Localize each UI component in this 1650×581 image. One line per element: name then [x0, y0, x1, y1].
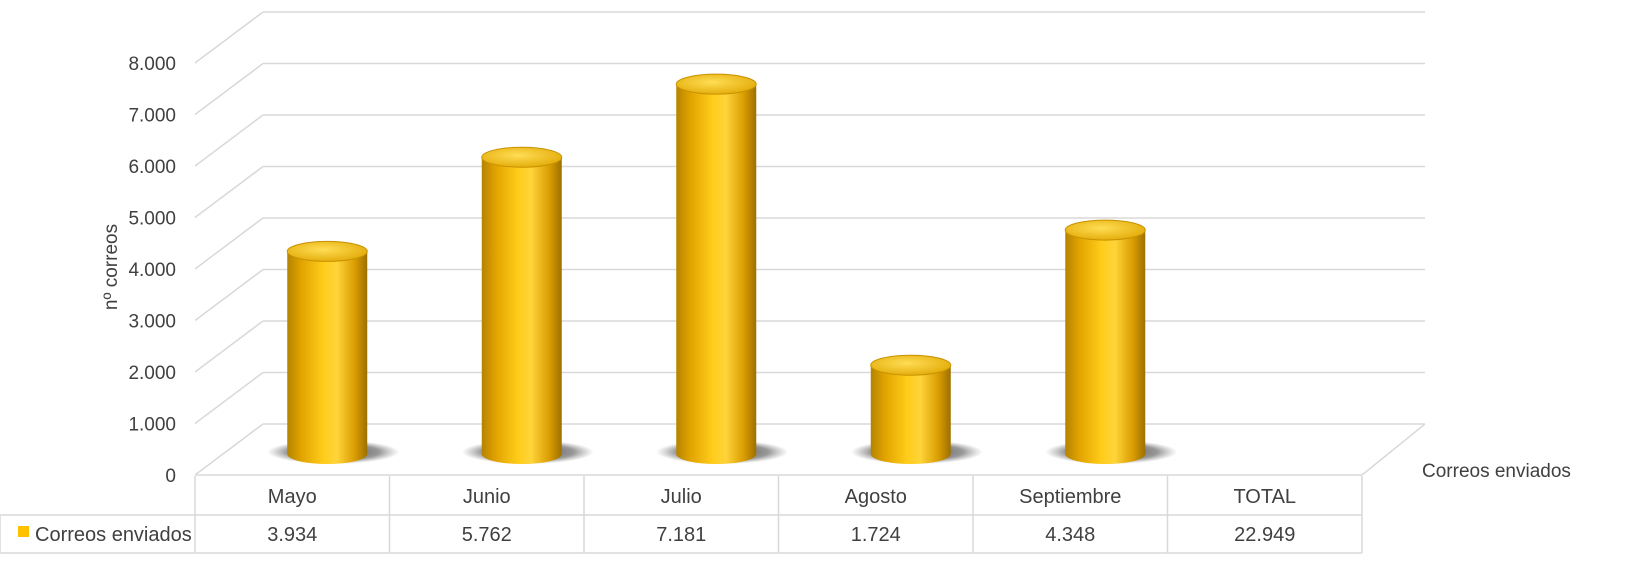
bar-body — [287, 251, 368, 464]
bar-body — [676, 84, 757, 464]
gridline-side — [194, 11, 264, 64]
x-tick-label: Julio — [661, 486, 702, 508]
x-tick-label: Septiembre — [1019, 486, 1121, 508]
y-axis-label: nº correos — [101, 224, 122, 310]
y-tick-label: 5.000 — [128, 209, 176, 230]
bar-top — [481, 146, 563, 168]
legend-swatch — [18, 526, 29, 537]
y-tick-label: 2.000 — [128, 363, 176, 384]
legend-label: Correos enviados — [35, 524, 192, 546]
gridlines — [194, 11, 1426, 476]
bar — [850, 354, 983, 464]
y-tick-label: 0 — [165, 466, 176, 487]
data-table: Mayo 3.934 Junio 5.762 Julio 7.181 Agosto 1.724… — [0, 476, 1363, 554]
bar-top — [675, 73, 757, 95]
bar-top — [870, 354, 952, 376]
y-tick-label: 4.000 — [128, 260, 176, 281]
bar — [656, 73, 789, 464]
y-tick-label: 3.000 — [128, 312, 176, 333]
gridline-side — [194, 268, 264, 322]
y-tick-label: 8.000 — [128, 54, 176, 75]
bar — [461, 146, 594, 464]
x-tick-label: Junio — [463, 486, 511, 508]
data-label: 7.181 — [656, 524, 706, 546]
depth-axis-label: Correos enviados — [1422, 461, 1571, 482]
gridline-side — [194, 423, 264, 476]
x-tick-label: TOTAL — [1233, 486, 1296, 508]
data-label: 22.949 — [1234, 524, 1295, 546]
y-tick-label: 7.000 — [128, 106, 176, 127]
bar-body — [870, 365, 951, 464]
y-axis-ticks: 0 1.000 2.000 3.000 4.000 5.000 6.000 7.000 8.00… — [128, 54, 176, 487]
bar — [267, 240, 400, 464]
bar-top — [1064, 219, 1146, 241]
x-tick-label: Mayo — [268, 486, 317, 508]
gridline-side — [194, 371, 264, 425]
y-tick-label: 6.000 — [128, 157, 176, 178]
gridline-side — [194, 114, 264, 167]
gridline-side — [194, 62, 264, 116]
bar-body — [481, 157, 562, 464]
y-tick-label: 1.000 — [128, 415, 176, 436]
gridline-side — [194, 217, 264, 270]
data-label: 5.762 — [462, 524, 512, 546]
bar-top — [286, 240, 368, 262]
gridline-side — [194, 165, 264, 219]
bar — [1045, 219, 1178, 464]
data-label: 4.348 — [1045, 524, 1095, 546]
x-tick-label: Agosto — [845, 486, 907, 508]
bar-body — [1065, 230, 1146, 464]
data-label: 3.934 — [267, 524, 317, 546]
bars — [267, 73, 1178, 464]
floor-right-edge — [1361, 423, 1426, 476]
gridline-side — [194, 320, 264, 373]
data-label: 1.724 — [851, 524, 901, 546]
